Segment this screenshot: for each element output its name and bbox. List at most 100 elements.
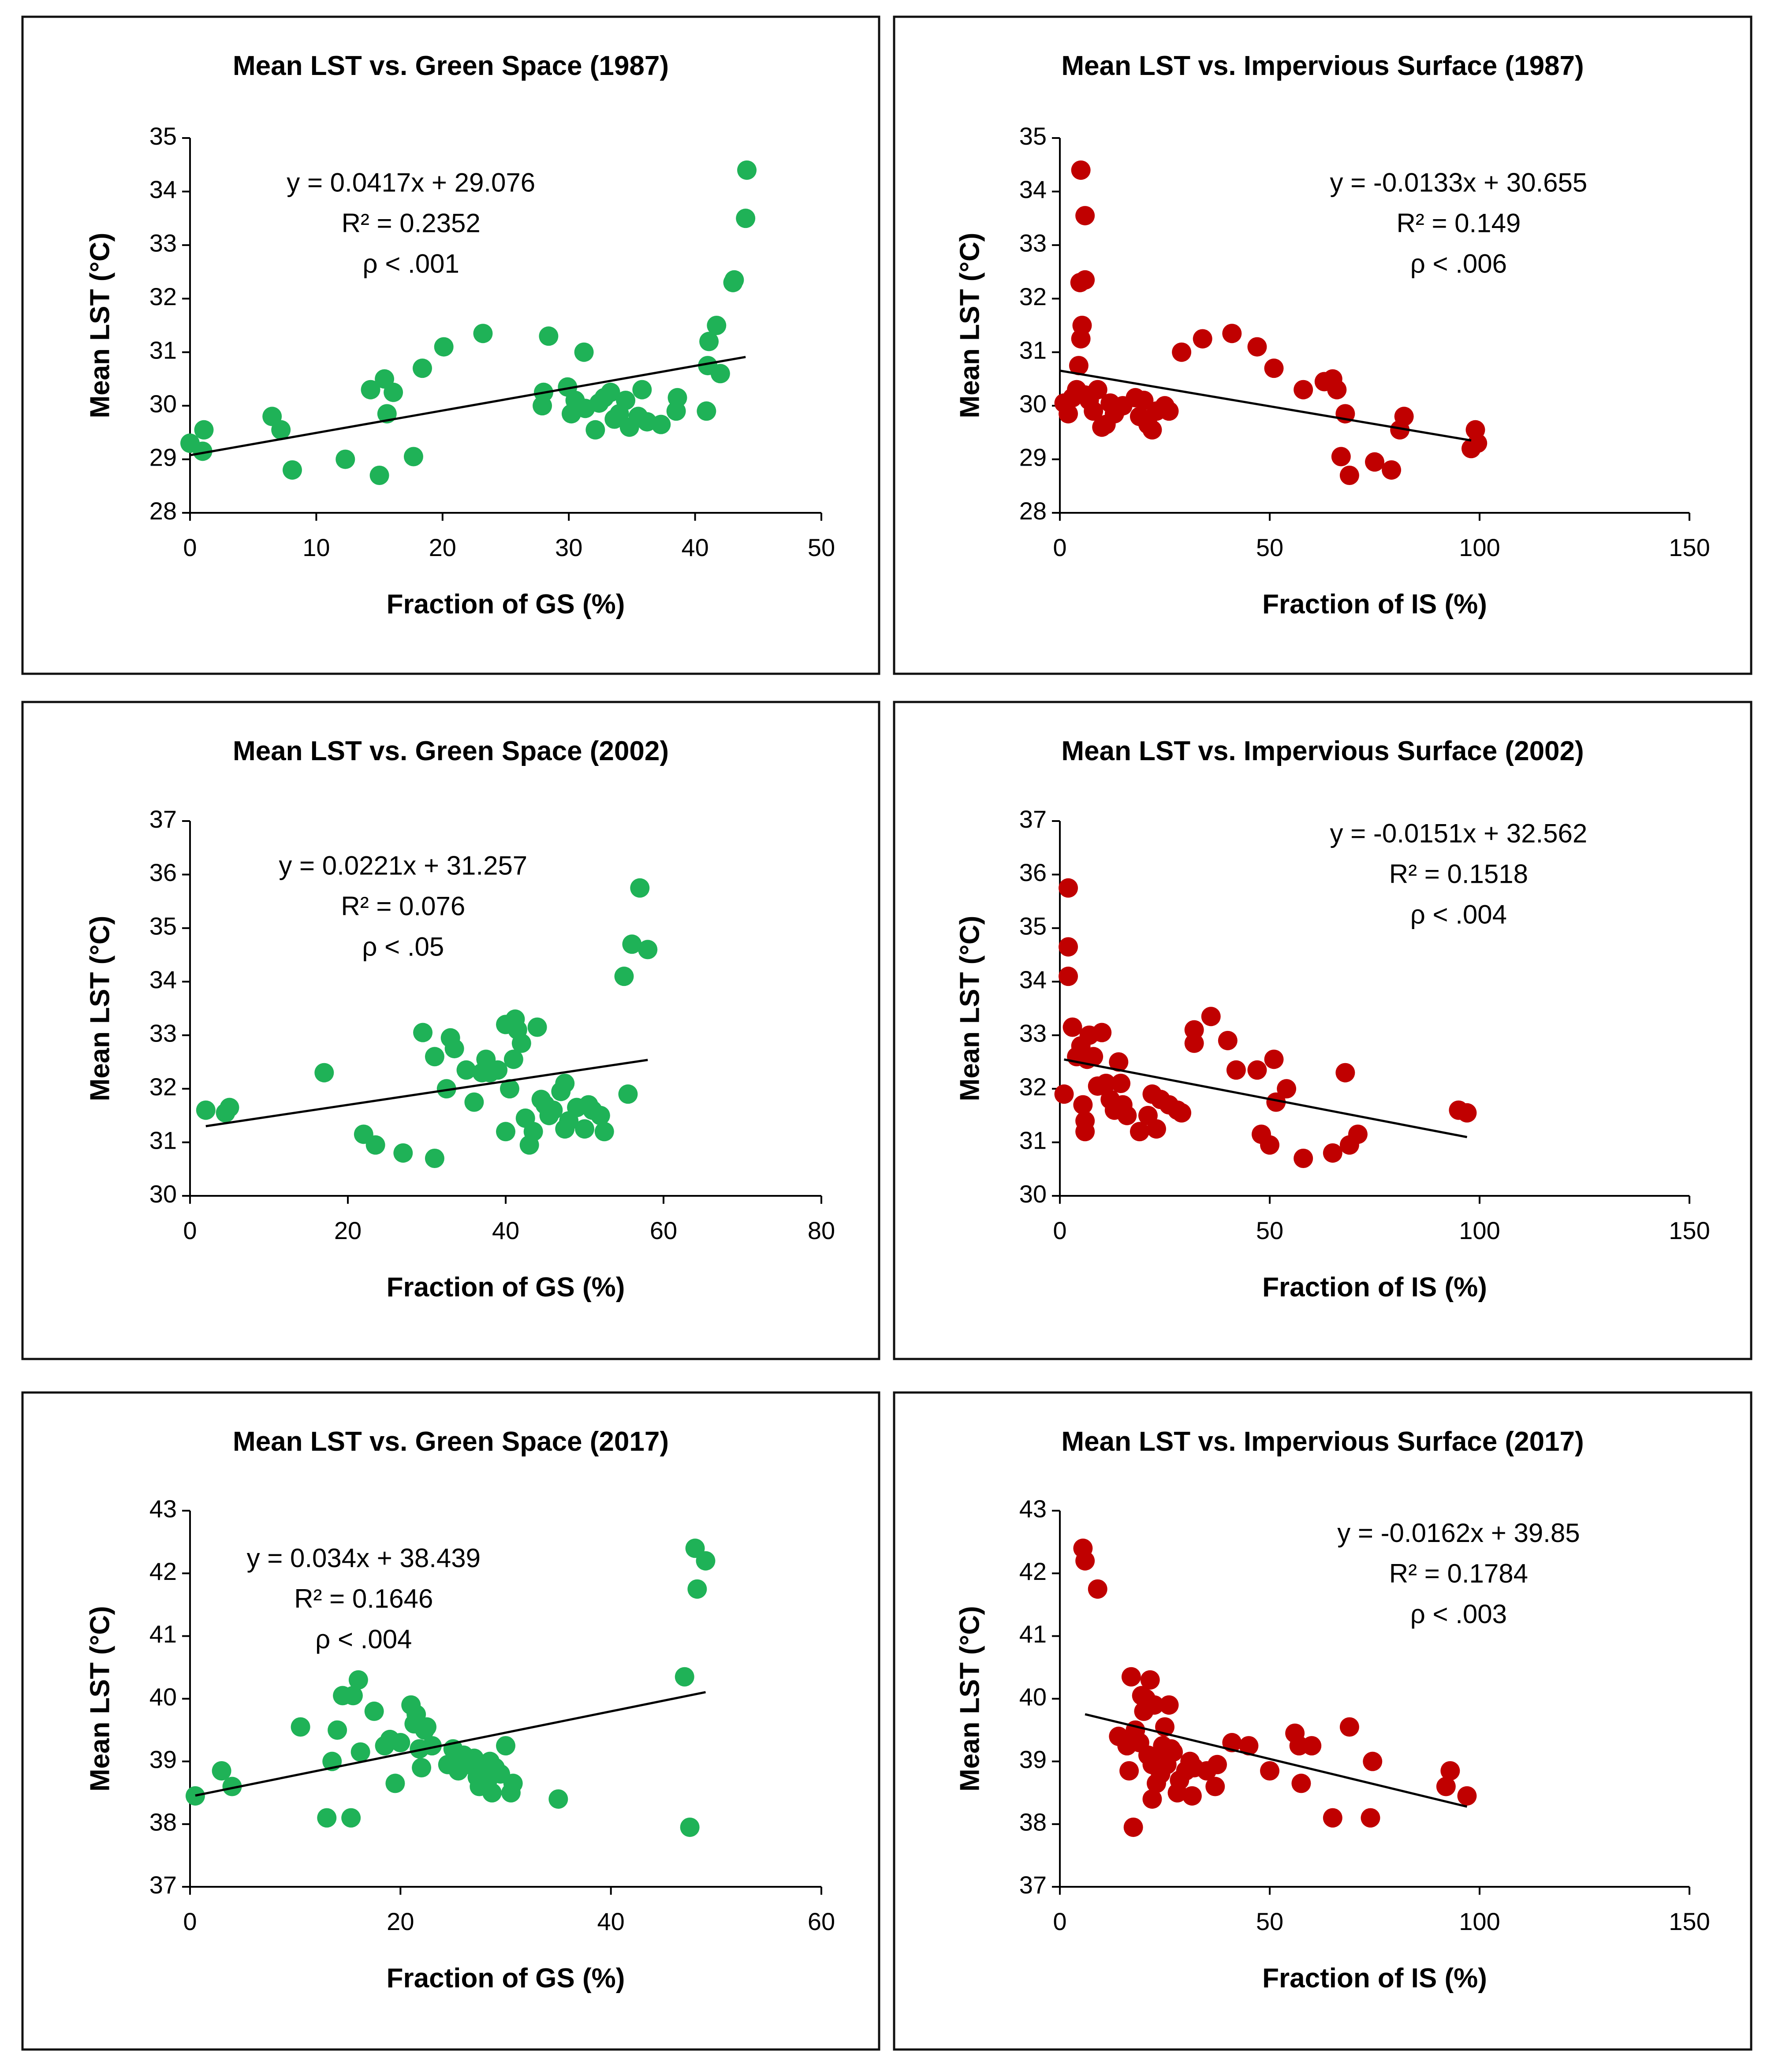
x-tick-label: 20 — [387, 1908, 414, 1935]
data-point — [1088, 1579, 1107, 1599]
y-tick-label: 39 — [149, 1745, 177, 1773]
data-point — [1163, 1742, 1183, 1762]
regression-equation: y = 0.034x + 38.439 — [247, 1543, 481, 1573]
trendline — [195, 1691, 706, 1797]
x-axis-label: Fraction of IS (%) — [1262, 1963, 1487, 1994]
data-point — [1365, 452, 1384, 472]
data-point — [317, 1808, 337, 1828]
data-point — [527, 1017, 547, 1037]
data-point — [699, 332, 719, 351]
y-tick-label: 41 — [1019, 1620, 1047, 1648]
data-point — [385, 1773, 405, 1793]
chart-title: Mean LST vs. Impervious Surface (2002) — [1061, 736, 1584, 766]
data-point — [348, 1670, 368, 1690]
data-point — [1264, 1049, 1284, 1069]
y-tick-label: 32 — [1019, 1073, 1047, 1101]
x-axis-label: Fraction of GS (%) — [387, 1963, 625, 1994]
data-point — [1302, 1736, 1322, 1756]
regression-equation: y = -0.0151x + 32.562 — [1330, 819, 1588, 848]
x-tick-label: 150 — [1669, 534, 1710, 561]
y-tick-label: 30 — [149, 1180, 177, 1208]
y-tick-label: 30 — [1019, 390, 1047, 418]
regression-equation: y = 0.0417x + 29.076 — [287, 168, 535, 197]
r-squared: R² = 0.2352 — [342, 208, 481, 238]
data-point — [523, 1122, 543, 1142]
data-points — [185, 1538, 716, 1837]
data-point — [413, 1023, 433, 1042]
trendline — [1085, 1713, 1468, 1808]
y-tick-label: 43 — [1019, 1495, 1047, 1523]
data-point — [1218, 1030, 1238, 1050]
x-axis-label: Fraction of IS (%) — [1262, 589, 1487, 620]
trendline — [190, 356, 746, 456]
data-point — [1436, 1777, 1456, 1796]
data-point — [496, 1122, 515, 1142]
data-point — [574, 342, 594, 362]
x-axis-label: Fraction of IS (%) — [1262, 1272, 1487, 1303]
panel-is-2002: Mean LST vs. Impervious Surface (2002) F… — [893, 701, 1752, 1360]
y-tick-label: 35 — [1019, 912, 1047, 940]
data-point — [473, 324, 493, 343]
y-tick-label: 36 — [1019, 859, 1047, 886]
y-tick-label: 28 — [149, 497, 177, 525]
data-point — [1142, 1789, 1162, 1809]
y-tick-label: 41 — [149, 1620, 177, 1648]
data-point — [543, 1100, 563, 1120]
panel-is-1987: Mean LST vs. Impervious Surface (1987) F… — [893, 15, 1752, 675]
data-point — [422, 1736, 442, 1756]
y-tick-label: 32 — [1019, 283, 1047, 310]
data-point — [503, 1049, 523, 1069]
data-point — [1247, 337, 1267, 357]
data-point — [1088, 380, 1107, 399]
data-point — [412, 358, 432, 378]
data-point — [1146, 1119, 1166, 1139]
panel-is-2017: Mean LST vs. Impervious Surface (2017) F… — [893, 1391, 1752, 2051]
x-tick-label: 50 — [1256, 1217, 1283, 1244]
x-axis-label: Fraction of GS (%) — [387, 1272, 625, 1303]
data-point — [384, 382, 403, 402]
y-tick-label: 29 — [149, 443, 177, 471]
data-point — [1096, 1074, 1116, 1093]
panel-frame — [21, 15, 880, 675]
trendline — [205, 1059, 648, 1127]
y-tick-label: 40 — [149, 1683, 177, 1710]
y-axis-label: Mean LST (°C) — [85, 233, 115, 418]
regression-annotation: y = 0.0221x + 31.257 R² = 0.076 ρ < .05 — [279, 851, 527, 961]
y-tick-label: 28 — [1019, 497, 1047, 525]
data-point — [1184, 1020, 1204, 1040]
data-point — [343, 1686, 363, 1706]
data-point — [1339, 466, 1359, 485]
data-point — [724, 270, 744, 290]
chart-title: Mean LST vs. Green Space (1987) — [233, 51, 669, 81]
trendline — [1059, 370, 1472, 442]
y-tick-label: 43 — [149, 1495, 177, 1523]
data-point — [680, 1817, 700, 1837]
y-tick-label: 38 — [1019, 1808, 1047, 1836]
data-point — [365, 1135, 385, 1155]
data-point — [391, 1733, 410, 1753]
data-point — [425, 1149, 444, 1168]
y-tick-label: 31 — [1019, 1126, 1047, 1154]
regression-equation: y = -0.0162x + 39.85 — [1337, 1518, 1580, 1548]
x-tick-label: 60 — [650, 1217, 677, 1244]
data-point — [1260, 1135, 1279, 1155]
data-point — [464, 1748, 484, 1768]
p-value: ρ < .05 — [362, 932, 444, 961]
data-point — [1075, 1551, 1095, 1571]
data-point — [361, 380, 380, 399]
data-point — [1331, 447, 1351, 467]
y-tick-label: 31 — [149, 336, 177, 364]
data-point — [1159, 1695, 1179, 1715]
data-point — [1323, 1808, 1342, 1828]
data-point — [1440, 1761, 1460, 1781]
data-point — [328, 1720, 347, 1740]
data-point — [282, 460, 302, 480]
y-tick-label: 31 — [149, 1126, 177, 1154]
data-points — [1054, 878, 1477, 1168]
data-point — [1072, 316, 1092, 335]
panel-frame — [893, 1391, 1752, 2051]
data-point — [736, 209, 756, 228]
regression-annotation: y = 0.0417x + 29.076 R² = 0.2352 ρ < .00… — [287, 168, 535, 278]
data-point — [271, 420, 291, 440]
